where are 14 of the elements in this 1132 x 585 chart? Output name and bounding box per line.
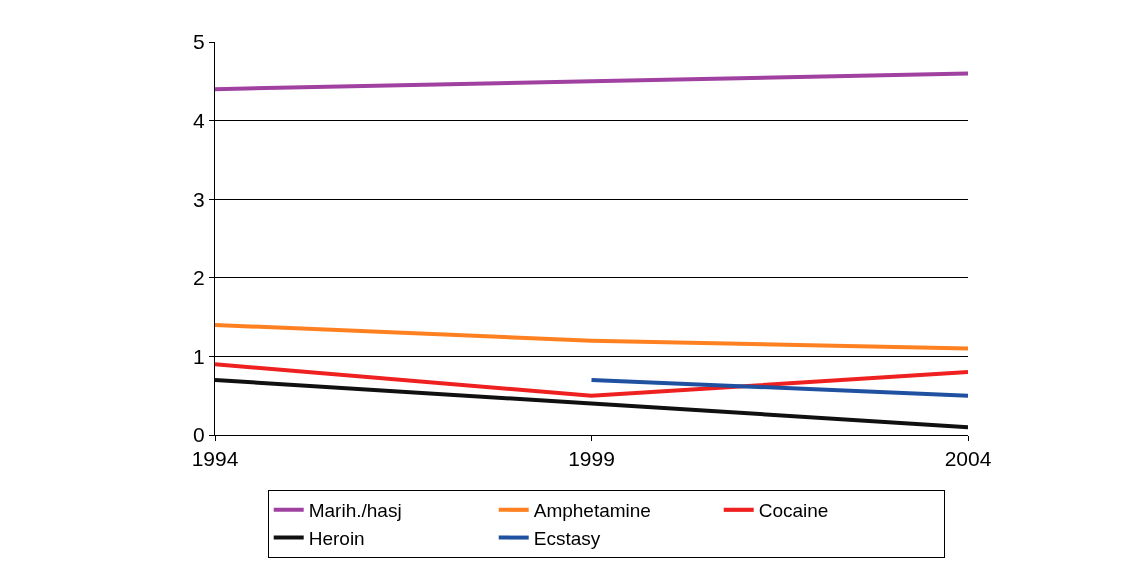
legend-label: Ecstasy <box>533 527 601 549</box>
y-tick-label: 0 <box>193 423 205 447</box>
y-tick-label: 1 <box>193 344 205 368</box>
y-tick-label: 2 <box>193 266 205 290</box>
y-tick-label: 5 <box>193 30 205 54</box>
y-tick-label: 3 <box>193 187 205 211</box>
legend-label: Cocaine <box>758 500 829 522</box>
legend-label: Marih./hasj <box>308 500 402 522</box>
x-tick-label: 2004 <box>944 447 992 471</box>
x-tick-label: 1999 <box>568 447 615 471</box>
y-tick-label: 4 <box>193 108 206 132</box>
x-tick-label: 1994 <box>191 447 239 471</box>
legend-label: Heroin <box>308 527 365 549</box>
legend-label: Amphetamine <box>533 500 651 522</box>
